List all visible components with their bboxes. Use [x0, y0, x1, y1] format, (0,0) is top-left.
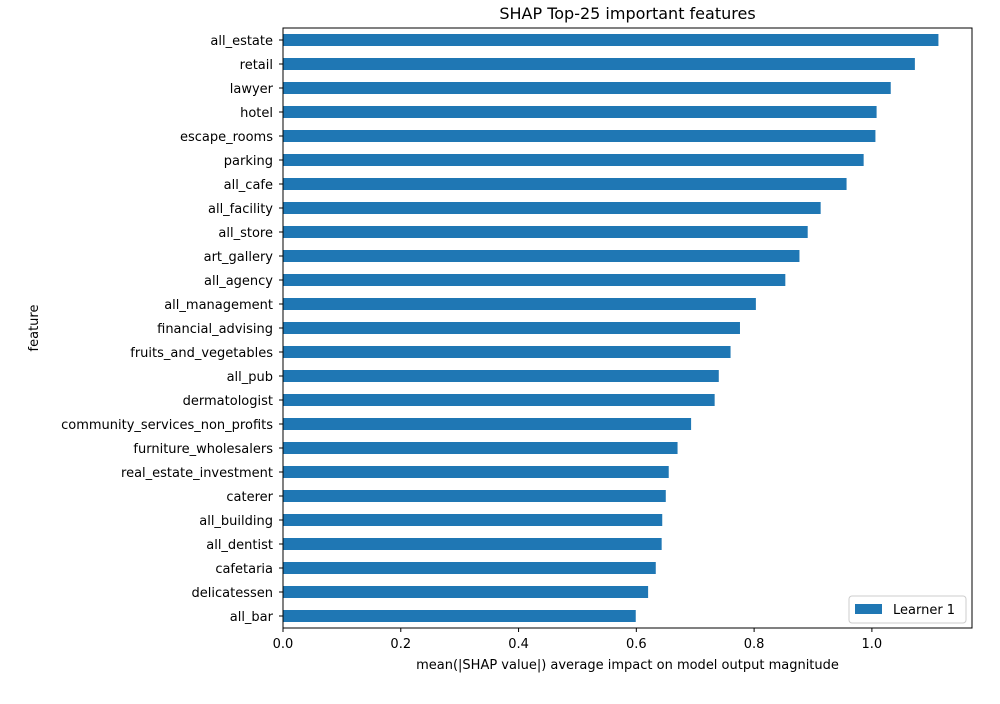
- y-tick-label: all_pub: [227, 370, 273, 385]
- y-tick-label: caterer: [226, 490, 273, 505]
- x-tick-label: 0.0: [273, 637, 294, 652]
- y-tick-label: furniture_wholesalers: [133, 442, 273, 457]
- bar-all-management: [283, 298, 756, 310]
- legend: Learner 1: [848, 595, 967, 624]
- axes-frame: [282, 27, 973, 629]
- y-tick-label: financial_advising: [157, 322, 273, 337]
- legend-box: [848, 595, 967, 624]
- legend-label: Learner 1: [893, 603, 955, 618]
- y-tick-label: all_agency: [204, 274, 273, 289]
- bar-escape-rooms: [283, 130, 876, 142]
- bar-parking: [283, 154, 864, 166]
- chart-title: SHAP Top-25 important features: [499, 4, 755, 23]
- bar-financial-advising: [283, 322, 740, 334]
- bar-dermatologist: [283, 394, 715, 406]
- y-tick-label: all_building: [199, 514, 273, 529]
- x-tick-label: 0.8: [744, 637, 765, 652]
- bars-layer: [283, 34, 939, 622]
- y-tick-label: cafetaria: [215, 562, 273, 577]
- bar-all-estate: [283, 34, 939, 46]
- bar-all-facility: [283, 202, 821, 214]
- bar-real-estate-investment: [283, 466, 669, 478]
- y-tick-label: all_dentist: [206, 538, 273, 553]
- y-tick-label: fruits_and_vegetables: [130, 346, 273, 361]
- y-tick-label: dermatologist: [183, 394, 273, 409]
- bar-art-gallery: [283, 250, 800, 262]
- x-tick-label: 0.2: [390, 637, 411, 652]
- y-tick-label: retail: [240, 58, 273, 73]
- y-tick-label: delicatessen: [192, 586, 273, 601]
- bar-hotel: [283, 106, 877, 118]
- y-tick-label: art_gallery: [204, 250, 274, 265]
- y-tick-label: all_store: [218, 226, 273, 241]
- x-tick-label: 1.0: [862, 637, 883, 652]
- bar-community-services-non-profits: [283, 418, 692, 430]
- bar-all-bar: [283, 610, 636, 622]
- y-tick-label: lawyer: [230, 82, 274, 97]
- bar-fruits-and-vegetables: [283, 346, 731, 358]
- bar-all-agency: [283, 274, 786, 286]
- bar-furniture-wholesalers: [283, 442, 678, 454]
- y-axis-label: feature: [27, 305, 42, 352]
- x-tick-label: 0.4: [508, 637, 529, 652]
- bar-all-dentist: [283, 538, 662, 550]
- bar-all-building: [283, 514, 663, 526]
- y-tick-label: community_services_non_profits: [61, 418, 273, 433]
- bar-delicatessen: [283, 586, 649, 598]
- y-tick-label: all_facility: [208, 202, 273, 217]
- bar-all-pub: [283, 370, 719, 382]
- bar-lawyer: [283, 82, 891, 94]
- y-tick-label: real_estate_investment: [121, 466, 273, 481]
- bar-cafetaria: [283, 562, 656, 574]
- y-tick-label: all_estate: [210, 34, 273, 49]
- y-tick-label: parking: [224, 154, 273, 169]
- y-tick-label: all_cafe: [224, 178, 273, 193]
- x-axis-ticks: 0.0 0.2 0.4 0.6 0.8 1.0: [273, 628, 883, 652]
- x-axis-label: mean(|SHAP value|) average impact on mod…: [416, 658, 839, 673]
- y-tick-label: escape_rooms: [180, 130, 273, 145]
- y-tick-label: all_bar: [230, 610, 274, 625]
- bar-caterer: [283, 490, 666, 502]
- bar-all-cafe: [283, 178, 847, 190]
- y-tick-label: hotel: [240, 106, 273, 121]
- legend-swatch: [855, 604, 882, 614]
- bar-all-store: [283, 226, 808, 238]
- y-tick-label: all_management: [164, 298, 273, 313]
- x-tick-label: 0.6: [626, 637, 647, 652]
- bar-retail: [283, 58, 915, 70]
